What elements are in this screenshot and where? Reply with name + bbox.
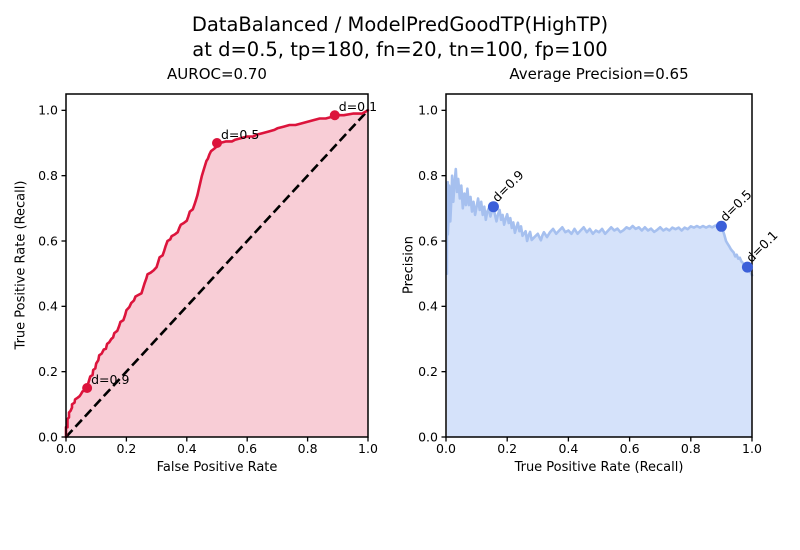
pr-y-tick-label: 0.8	[418, 168, 438, 183]
pr-y-tick-label: 0.6	[418, 233, 438, 248]
pr-y-axis-label: Precision	[401, 235, 417, 295]
pr-x-axis-label: True Positive Rate (Recall)	[514, 460, 684, 475]
roc-y-tick-label: 0.2	[38, 364, 58, 379]
roc-chance-diagonal	[65, 109, 369, 438]
roc-y-tick-label: 0.4	[38, 299, 58, 314]
figure-title-line1: DataBalanced / ModelPredGoodTP(HighTP)	[191, 13, 609, 36]
roc-axes-frame	[65, 93, 369, 438]
roc-y-tick-label: 0.6	[38, 233, 58, 248]
pr-x-tick-label: 0.0	[436, 441, 456, 456]
roc-x-tick-label: 0.8	[298, 441, 318, 456]
roc-threshold-annotation-d-0.5: d=0.5	[221, 127, 259, 142]
roc-threshold-marker-d-0.9	[82, 383, 93, 393]
pr-threshold-annotation-d-0.9: d=0.9	[489, 167, 527, 205]
pr-threshold-annotation-d-0.5: d=0.5	[717, 187, 755, 225]
pr-x-tick-label: 0.8	[681, 441, 701, 456]
pr-threshold-marker-d-0.9	[487, 201, 499, 213]
pr-curve	[445, 167, 754, 277]
roc-threshold-marker-d-0.5	[212, 138, 222, 148]
roc-x-tick-label: 1.0	[358, 441, 378, 456]
pr-plot-title: Average Precision=0.65	[509, 65, 689, 83]
roc-threshold-annotation-d-0.1: d=0.1	[339, 99, 377, 114]
roc-y-tick-label: 0.8	[38, 168, 58, 183]
pr-x-tick-label: 0.6	[620, 441, 640, 456]
roc-curve	[64, 109, 370, 439]
roc-y-axis-label: True Positive Rate (Recall)	[13, 180, 29, 350]
pr-y-tick-label: 0.0	[418, 429, 438, 444]
roc-x-axis-label: False Positive Rate	[156, 460, 278, 475]
pr-threshold-marker-d-0.1	[741, 261, 753, 273]
figure-title-line2: at d=0.5, tp=180, fn=20, tn=100, fp=100	[192, 38, 608, 61]
pr-threshold-annotation-d-0.1: d=0.1	[743, 228, 781, 266]
pr-x-tick-label: 0.4	[558, 441, 578, 456]
roc-x-tick-label: 0.2	[116, 441, 136, 456]
roc-y-tick-label: 1.0	[38, 103, 58, 118]
roc-threshold-marker-d-0.1	[329, 110, 340, 121]
pr-y-tick-label: 1.0	[418, 103, 438, 118]
roc-y-tick-label: 0.0	[38, 429, 58, 444]
roc-x-tick-label: 0.0	[56, 441, 76, 456]
pr-y-tick-label: 0.2	[418, 364, 438, 379]
pr-x-tick-label: 1.0	[742, 441, 762, 456]
roc-x-tick-label: 0.6	[237, 441, 257, 456]
pr-x-tick-label: 0.2	[497, 441, 517, 456]
roc-plot-title: AUROC=0.70	[167, 65, 267, 83]
pr-threshold-marker-d-0.5	[715, 220, 727, 232]
roc-x-tick-label: 0.4	[177, 441, 197, 456]
pr-y-tick-label: 0.4	[418, 299, 438, 314]
roc-threshold-annotation-d-0.9: d=0.9	[91, 372, 129, 387]
figure-title: DataBalanced / ModelPredGoodTP(HighTP) a…	[0, 12, 800, 62]
